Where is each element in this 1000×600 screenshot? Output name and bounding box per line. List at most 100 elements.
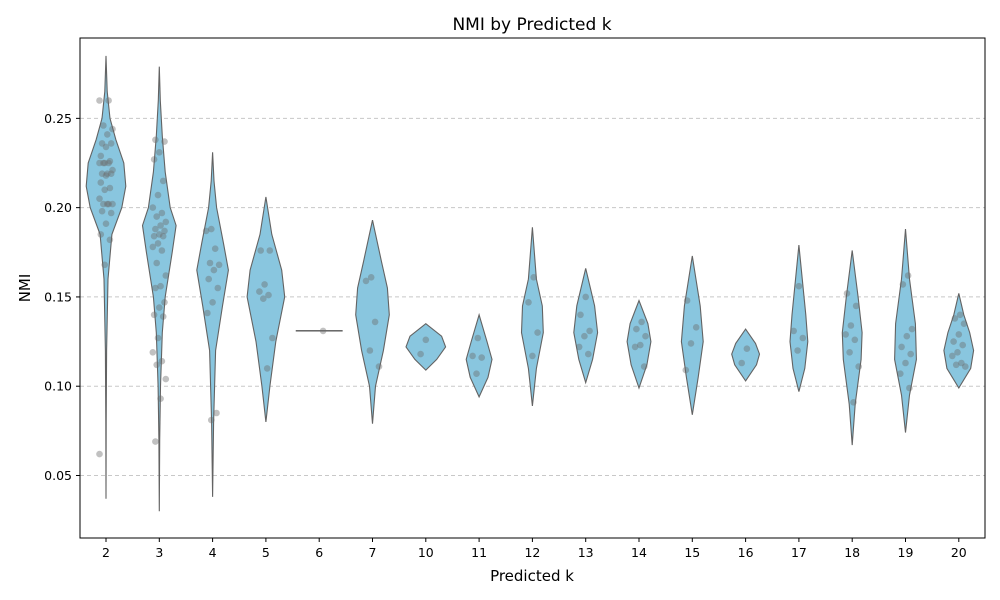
data-point (687, 340, 695, 347)
data-point (104, 170, 111, 177)
data-point (157, 222, 164, 229)
data-point (208, 225, 215, 233)
data-point (152, 438, 159, 445)
data-point (109, 166, 116, 174)
data-point (161, 227, 168, 235)
data-point (795, 282, 803, 290)
data-point (214, 284, 222, 292)
data-point (577, 311, 584, 319)
data-point (205, 275, 212, 283)
data-point (962, 363, 969, 370)
data-point (534, 329, 541, 336)
data-point (157, 282, 164, 290)
data-point (161, 299, 168, 306)
data-point (738, 359, 745, 367)
data-point (213, 409, 220, 417)
data-point (100, 122, 107, 129)
data-point (261, 281, 268, 288)
data-point (159, 177, 167, 185)
data-point (575, 343, 583, 351)
x-tick-label: 11 (471, 545, 487, 560)
data-point (159, 232, 167, 240)
y-tick-label: 0.15 (44, 289, 72, 304)
data-point (631, 343, 639, 351)
data-point (109, 200, 116, 208)
data-point (959, 341, 966, 349)
data-point (642, 332, 649, 340)
data-point (150, 232, 158, 240)
violin-k15 (680, 255, 704, 415)
data-point (206, 259, 214, 267)
x-tick-label: 17 (791, 545, 807, 560)
x-tick-label: 18 (844, 545, 860, 560)
x-tick-label: 5 (262, 545, 270, 560)
data-point (162, 375, 170, 383)
x-tick-label: 10 (418, 545, 434, 560)
data-point (367, 274, 375, 281)
data-point (417, 350, 424, 358)
data-point (907, 350, 914, 358)
data-point (152, 284, 159, 292)
data-point (640, 363, 648, 370)
data-point (949, 352, 956, 360)
data-point (97, 152, 105, 160)
data-point (469, 352, 476, 360)
data-point (96, 159, 103, 167)
data-point (202, 227, 210, 235)
data-point (149, 243, 157, 251)
data-point (154, 240, 162, 247)
data-point (903, 332, 911, 340)
x-axis-label: Predicted k (490, 567, 574, 585)
data-point (478, 354, 486, 361)
violin-k11 (465, 312, 493, 399)
x-tick-label: 4 (209, 545, 217, 560)
y-tick-label: 0.25 (44, 111, 72, 126)
data-point (107, 140, 115, 147)
data-point (158, 209, 166, 217)
data-point (101, 186, 108, 194)
data-point (366, 347, 374, 354)
x-tick-label: 12 (524, 545, 540, 560)
scatter-points (96, 97, 969, 458)
data-point (98, 140, 106, 147)
data-point (100, 159, 107, 167)
data-point (529, 352, 536, 360)
data-point (101, 261, 108, 269)
data-point (319, 327, 327, 335)
x-tick-label: 3 (155, 545, 163, 560)
x-axis: 2 3 4 5 6 7 10 11 12 13 14 15 16 17 18 19 20 (102, 538, 967, 560)
data-point (952, 361, 960, 369)
data-point (109, 125, 116, 133)
data-point (899, 281, 907, 288)
data-point (581, 332, 588, 340)
data-point (794, 347, 801, 354)
data-point (153, 361, 160, 369)
violin-k19 (894, 229, 917, 433)
data-point (107, 170, 115, 177)
data-point (846, 349, 853, 356)
data-point (157, 395, 164, 403)
violin-k2 (85, 55, 127, 499)
data-point (904, 272, 912, 279)
data-point (156, 231, 163, 238)
x-tick-label: 13 (578, 545, 594, 560)
data-point (104, 131, 111, 138)
data-point (960, 320, 968, 328)
data-point (98, 207, 106, 215)
data-point (102, 172, 110, 179)
data-point (153, 213, 160, 220)
data-point (150, 156, 158, 163)
data-point (149, 349, 157, 356)
violin-k12 (520, 227, 544, 406)
data-point (263, 365, 271, 372)
data-point (153, 259, 160, 267)
data-point (855, 363, 862, 370)
violin-k18 (841, 250, 863, 446)
data-point (102, 143, 110, 151)
y-axis-label: NMI (16, 274, 34, 303)
data-point (265, 291, 272, 299)
violin-k16 (731, 328, 761, 382)
data-point (371, 318, 379, 326)
data-point (97, 179, 105, 186)
